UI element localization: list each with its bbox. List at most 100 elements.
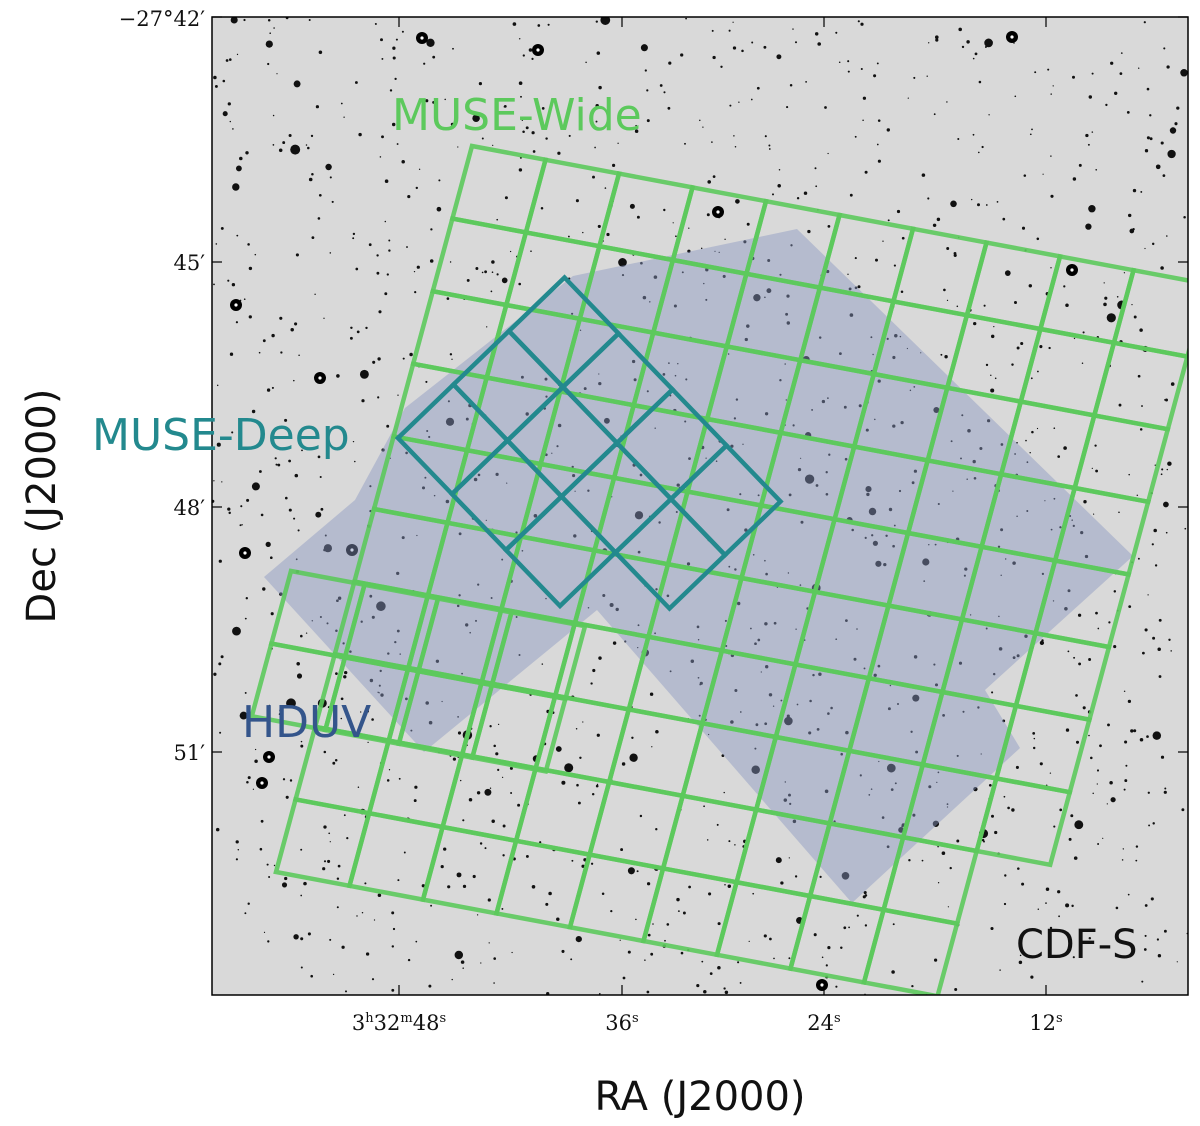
sky-source: [594, 146, 596, 149]
sky-source: [245, 597, 248, 600]
sky-source: [1147, 791, 1150, 794]
sky-source: [487, 898, 491, 902]
sky-source: [1104, 296, 1108, 300]
sky-source: [520, 95, 522, 98]
sky-source: [1181, 808, 1185, 812]
sky-source: [1124, 740, 1128, 744]
sky-source: [969, 614, 972, 616]
sky-source: [760, 671, 762, 673]
bright-star-core: [318, 376, 322, 380]
sky-source: [1023, 174, 1027, 177]
sky-source: [734, 688, 738, 693]
sky-source: [557, 151, 561, 155]
sky-source: [788, 857, 790, 859]
sky-source: [488, 942, 490, 944]
sky-source: [262, 587, 266, 591]
sky-source: [1082, 706, 1086, 710]
sky-source: [473, 477, 478, 482]
sky-source: [848, 287, 852, 291]
sky-source: [974, 52, 978, 56]
sky-source: [335, 672, 338, 675]
sky-source: [1184, 527, 1187, 530]
sky-source: [1092, 792, 1094, 795]
sky-source: [928, 785, 932, 789]
sky-source: [352, 440, 355, 443]
sky-source: [222, 111, 228, 117]
sky-source: [1000, 443, 1004, 446]
sky-source: [1161, 468, 1164, 471]
sky-source: [640, 261, 643, 265]
sky-source: [391, 988, 395, 992]
sky-source: [266, 863, 269, 866]
sky-source: [1036, 237, 1040, 241]
sky-source: [222, 79, 226, 83]
sky-source: [450, 122, 454, 126]
sky-source: [1088, 936, 1092, 940]
sky-source: [539, 841, 542, 844]
sky-source: [436, 206, 442, 212]
sky-source: [1123, 788, 1126, 791]
sky-source: [484, 270, 487, 274]
sky-source: [426, 38, 435, 47]
bright-star-core: [350, 548, 354, 552]
sky-source: [429, 259, 434, 263]
sky-source: [853, 657, 857, 661]
sky-source: [376, 254, 379, 257]
sky-source: [825, 471, 828, 474]
bright-star-core: [420, 36, 424, 40]
bright-star-core: [536, 48, 540, 52]
sky-source: [248, 315, 252, 319]
sky-source: [1139, 428, 1143, 431]
sky-source: [1124, 779, 1128, 783]
sky-source: [934, 683, 939, 687]
sky-source: [1078, 163, 1082, 167]
sky-source: [606, 232, 610, 237]
sky-source: [1004, 558, 1007, 560]
sky-source: [862, 119, 864, 122]
sky-source: [647, 933, 651, 937]
sky-source: [545, 597, 547, 600]
sky-source: [595, 20, 598, 23]
sky-source: [244, 617, 247, 620]
sky-source: [591, 792, 595, 796]
sky-source: [1078, 662, 1082, 666]
sky-source: [909, 389, 912, 392]
sky-source: [649, 301, 651, 303]
sky-source: [1037, 908, 1040, 911]
sky-source: [452, 47, 454, 50]
sky-source: [1129, 228, 1135, 234]
sky-source: [958, 661, 963, 665]
sky-source: [765, 572, 768, 576]
bright-star-core: [243, 551, 247, 555]
sky-source: [1110, 797, 1116, 803]
sky-source: [598, 656, 602, 660]
sky-source: [369, 594, 373, 598]
sky-source: [265, 541, 271, 548]
sky-source: [1115, 906, 1119, 910]
sky-source: [246, 498, 250, 502]
sky-source: [1168, 638, 1171, 641]
sky-source: [1016, 654, 1020, 658]
sky-source: [296, 673, 303, 679]
sky-source: [795, 628, 797, 630]
sky-source: [401, 159, 405, 164]
sky-source: [317, 455, 321, 459]
sky-source: [640, 44, 648, 52]
sky-source: [379, 669, 382, 673]
sky-source: [1026, 461, 1029, 464]
sky-source: [424, 476, 427, 479]
sky-source: [864, 924, 868, 927]
sky-source: [865, 486, 872, 493]
sky-source: [512, 22, 517, 26]
sky-source: [667, 106, 671, 110]
sky-source: [1000, 574, 1002, 577]
sky-source: [354, 81, 358, 84]
sky-source: [241, 524, 243, 526]
sky-source: [388, 769, 391, 771]
sky-source: [288, 459, 291, 463]
sky-source: [712, 55, 716, 60]
sky-source: [221, 481, 223, 483]
sky-source: [579, 329, 582, 332]
sky-source: [380, 38, 383, 42]
